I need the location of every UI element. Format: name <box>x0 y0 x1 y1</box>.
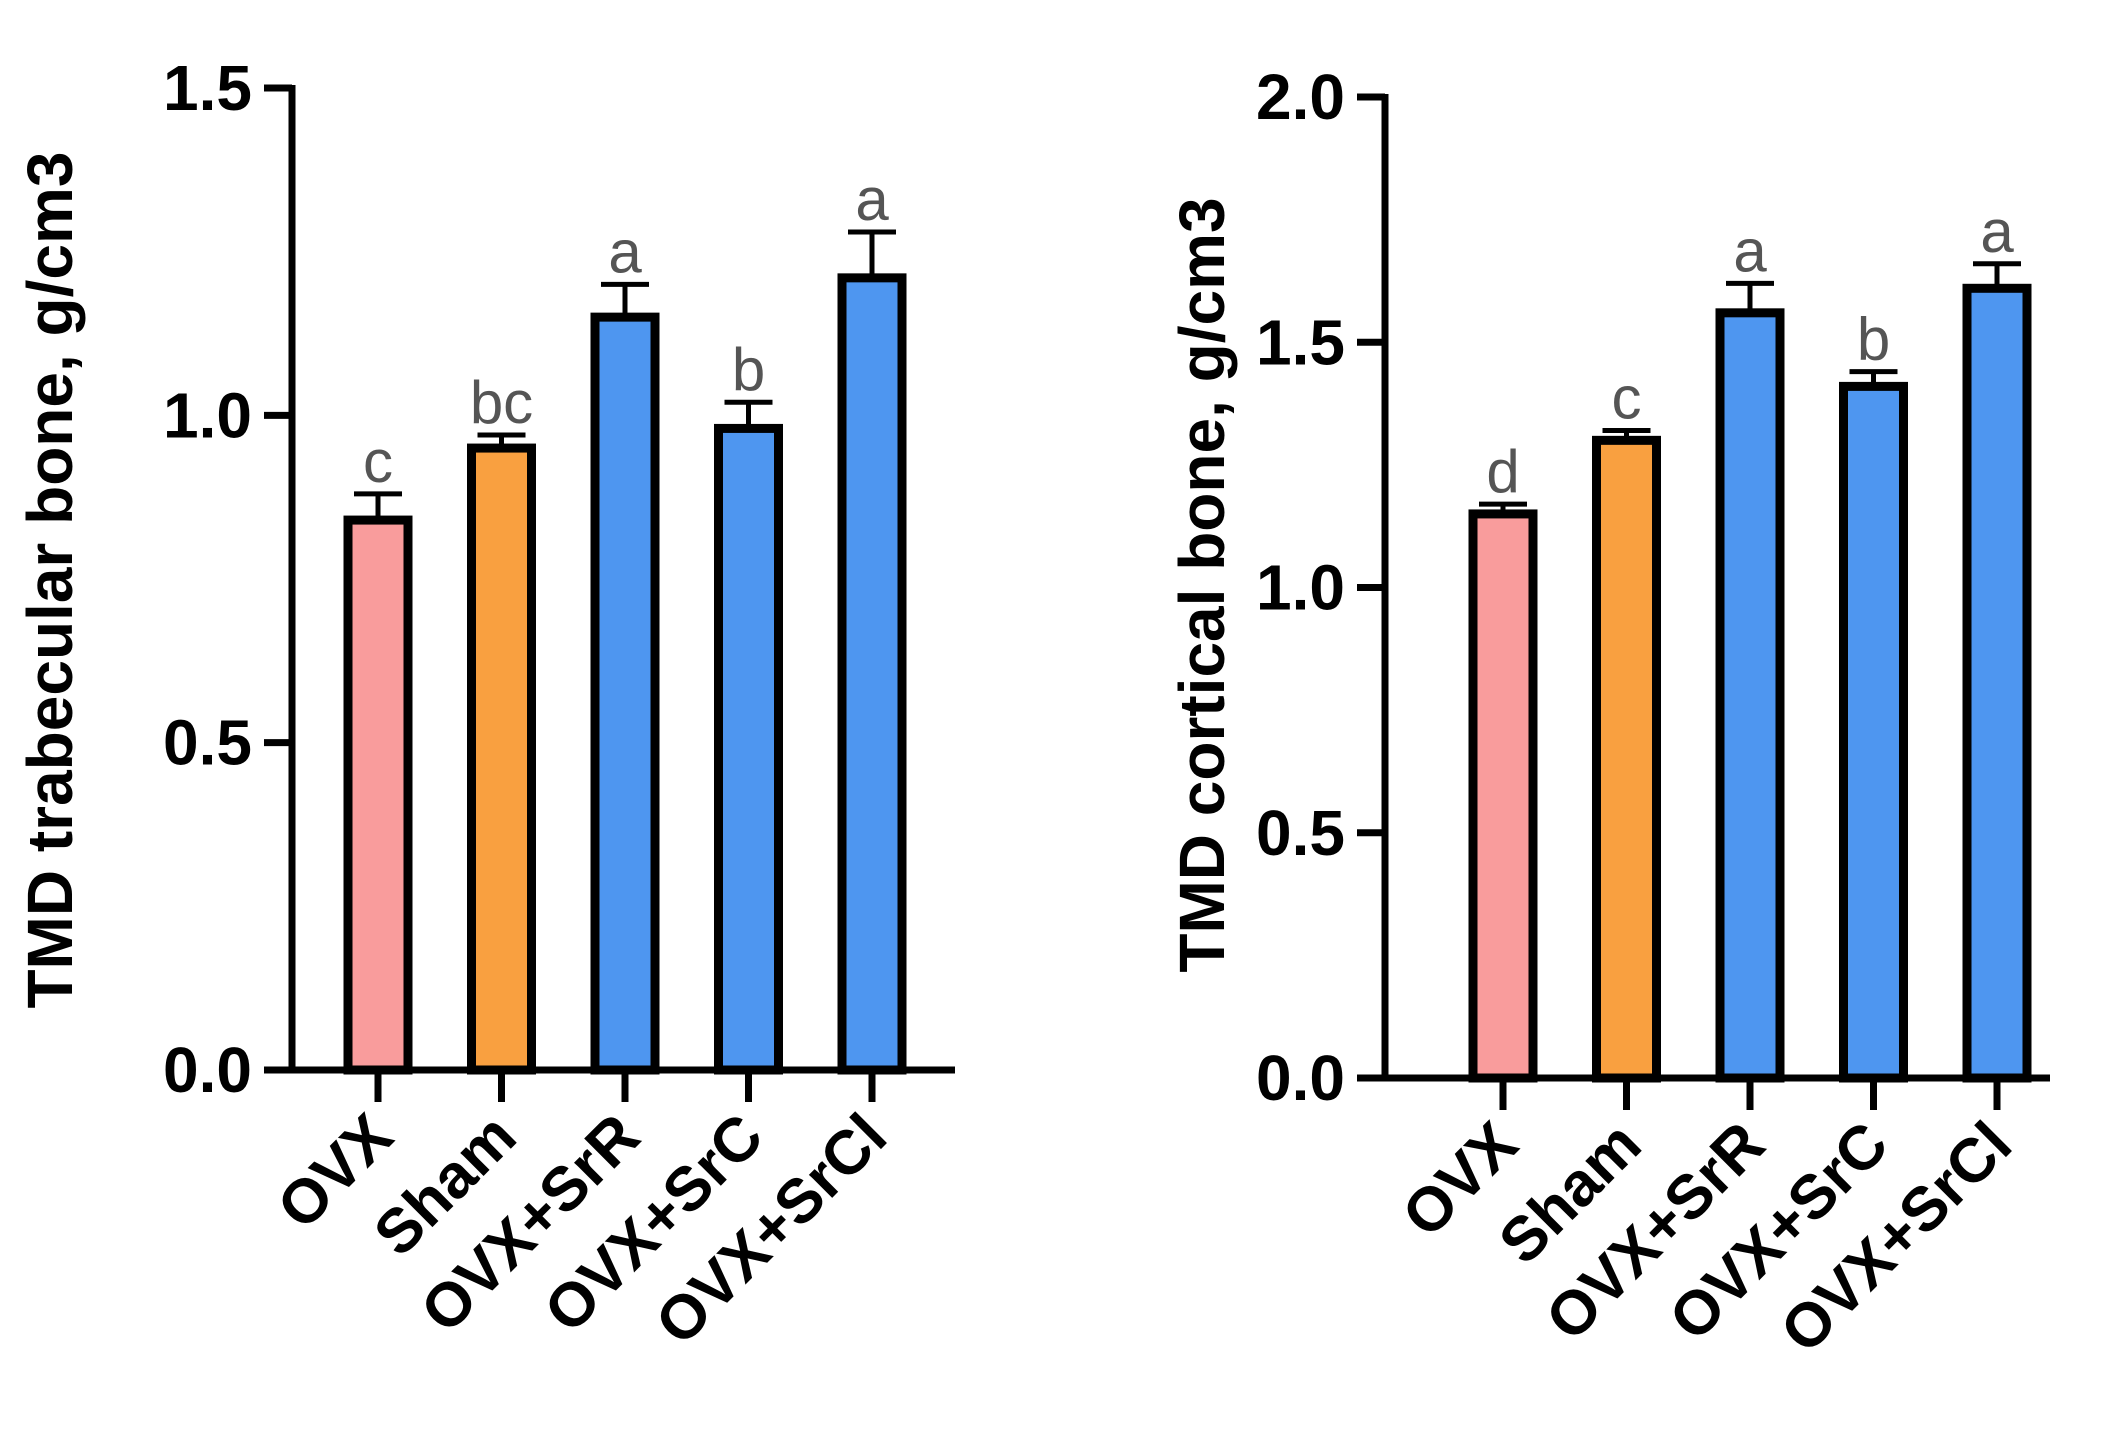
bar <box>1592 435 1661 1083</box>
bar <box>343 515 413 1075</box>
bar <box>714 423 783 1075</box>
y-tick-label: 1.0 <box>163 379 252 451</box>
bar <box>1962 283 2032 1083</box>
significance-label: a <box>608 218 642 285</box>
bar <box>590 312 660 1075</box>
significance-label: d <box>1486 438 1519 505</box>
y-tick-label: 0.5 <box>1256 797 1345 869</box>
y-axis-title: TMD trabecular bone, g/cm3 <box>14 151 86 1008</box>
y-tick-label: 0.5 <box>163 707 252 779</box>
significance-label: a <box>1980 198 2014 265</box>
y-tick-label: 0.0 <box>163 1034 252 1106</box>
bar <box>1468 509 1538 1083</box>
bar <box>1715 308 1785 1083</box>
significance-label: c <box>1612 365 1642 432</box>
significance-label: a <box>1733 217 1767 284</box>
bar <box>837 273 907 1075</box>
y-tick-label: 1.5 <box>1256 306 1345 378</box>
significance-label: bc <box>470 369 533 436</box>
bar <box>1839 381 1908 1083</box>
significance-label: a <box>855 166 889 233</box>
significance-label: b <box>732 336 765 403</box>
y-axis-title: TMD cortical bone, g/cm3 <box>1166 197 1238 972</box>
bar <box>467 443 536 1075</box>
y-tick-label: 0.0 <box>1256 1042 1345 1114</box>
y-tick-label: 1.0 <box>1256 552 1345 624</box>
y-tick-label: 2.0 <box>1256 61 1345 133</box>
significance-label: c <box>363 428 393 495</box>
y-tick-label: 1.5 <box>163 52 252 124</box>
significance-label: b <box>1857 306 1890 373</box>
